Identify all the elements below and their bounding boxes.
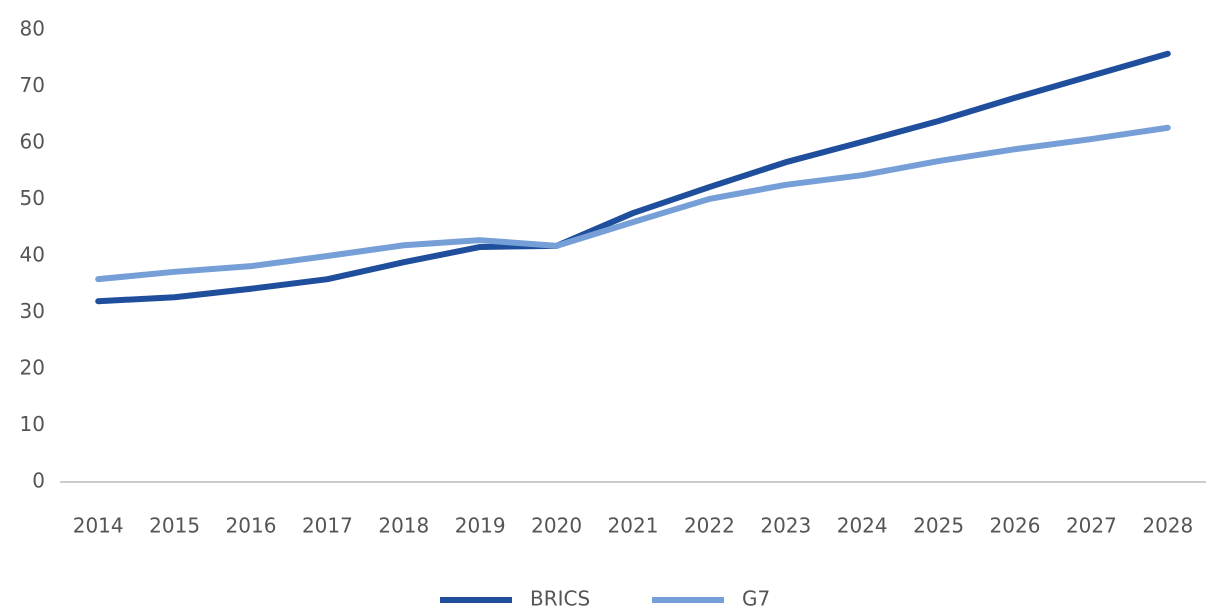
y-tick-label: 20 xyxy=(20,356,45,380)
y-tick-label: 40 xyxy=(20,243,45,267)
x-tick-label: 2014 xyxy=(73,514,124,538)
legend-label: BRICS xyxy=(530,587,590,611)
x-tick-label: 2028 xyxy=(1142,514,1193,538)
x-tick-label: 2026 xyxy=(990,514,1041,538)
x-tick-label: 2023 xyxy=(760,514,811,538)
y-tick-label: 30 xyxy=(20,299,45,323)
y-tick-label: 80 xyxy=(20,17,45,41)
x-tick-label: 2027 xyxy=(1066,514,1117,538)
x-tick-label: 2025 xyxy=(913,514,964,538)
legend-label: G7 xyxy=(742,587,770,611)
x-tick-label: 2018 xyxy=(378,514,429,538)
x-tick-label: 2021 xyxy=(608,514,659,538)
x-tick-label: 2020 xyxy=(531,514,582,538)
x-tick-label: 2017 xyxy=(302,514,353,538)
y-tick-label: 70 xyxy=(20,73,45,97)
y-tick-label: 0 xyxy=(32,469,45,493)
x-tick-label: 2015 xyxy=(149,514,200,538)
y-tick-label: 60 xyxy=(20,130,45,154)
y-tick-label: 10 xyxy=(20,412,45,436)
x-tick-label: 2019 xyxy=(455,514,506,538)
y-tick-label: 50 xyxy=(20,186,45,210)
x-tick-label: 2024 xyxy=(837,514,888,538)
series-line xyxy=(95,50,1171,305)
x-tick-label: 2016 xyxy=(226,514,277,538)
x-tick-label: 2022 xyxy=(684,514,735,538)
series-line xyxy=(95,124,1171,283)
